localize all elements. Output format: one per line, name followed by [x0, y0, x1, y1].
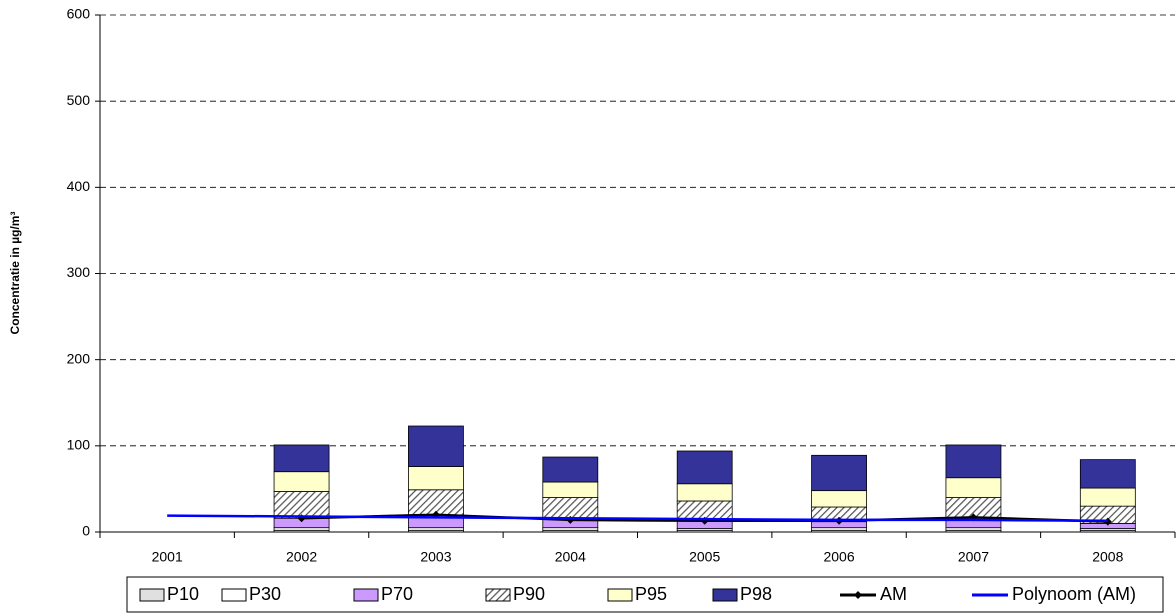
bar-segment: [945, 477, 1002, 498]
legend-swatch: [353, 588, 379, 602]
y-tick-label: 600: [67, 6, 91, 22]
legend: P10 P30 P70 P90 P95 P98 AM Polynoom (AM): [139, 584, 1136, 604]
x-tick-label: 2005: [689, 549, 720, 565]
bar-segment: [811, 454, 867, 492]
legend-label: P70: [381, 584, 413, 604]
legend-label: P98: [740, 584, 772, 604]
y-tick-label: 100: [67, 437, 91, 453]
x-tick-label: 2007: [958, 549, 989, 565]
bar-segment: [273, 444, 330, 473]
y-axis-label: Concentratie in µg/m³: [8, 212, 22, 335]
bar-segment: [408, 466, 464, 491]
legend-label: AM: [880, 584, 907, 604]
y-tick-label: 400: [67, 178, 91, 194]
legend-label: P30: [249, 584, 281, 604]
y-tick-label: 300: [67, 264, 91, 280]
bar-segment: [1079, 459, 1136, 489]
x-tick-label: 2002: [286, 549, 317, 565]
legend-swatch: [607, 588, 633, 602]
x-tick-label: 2003: [420, 549, 451, 565]
x-tick-label: 2006: [823, 549, 854, 565]
legend-label: P95: [635, 584, 667, 604]
legend-swatch: [221, 588, 247, 602]
bar-segment: [408, 425, 464, 467]
bar-segment: [811, 490, 867, 508]
bar-segment: [273, 471, 330, 492]
legend-swatch: [712, 588, 738, 602]
bar-segment: [273, 491, 330, 519]
legend-label: P90: [513, 584, 545, 604]
y-tick-label: 0: [82, 523, 90, 539]
bar-segment: [542, 481, 599, 498]
line: [167, 514, 1108, 523]
legend-marker: [854, 591, 862, 599]
bar-segment: [408, 516, 464, 529]
y-tick-label: 500: [67, 92, 91, 108]
legend-swatch: [485, 588, 511, 602]
bar-segment: [676, 483, 733, 502]
bar-segment: [542, 497, 599, 519]
x-tick-label: 2001: [152, 549, 183, 565]
bar-segment: [676, 450, 733, 485]
y-tick-label: 200: [67, 350, 91, 366]
x-tick-label: 2008: [1092, 549, 1123, 565]
legend-label: P10: [167, 584, 199, 604]
bar-segment: [945, 444, 1002, 479]
x-tick-label: 2004: [555, 549, 586, 565]
bar-segment: [1079, 487, 1136, 507]
legend-swatch: [139, 588, 165, 602]
bar-segment: [542, 456, 599, 483]
legend-label: Polynoom (AM): [1012, 584, 1136, 604]
